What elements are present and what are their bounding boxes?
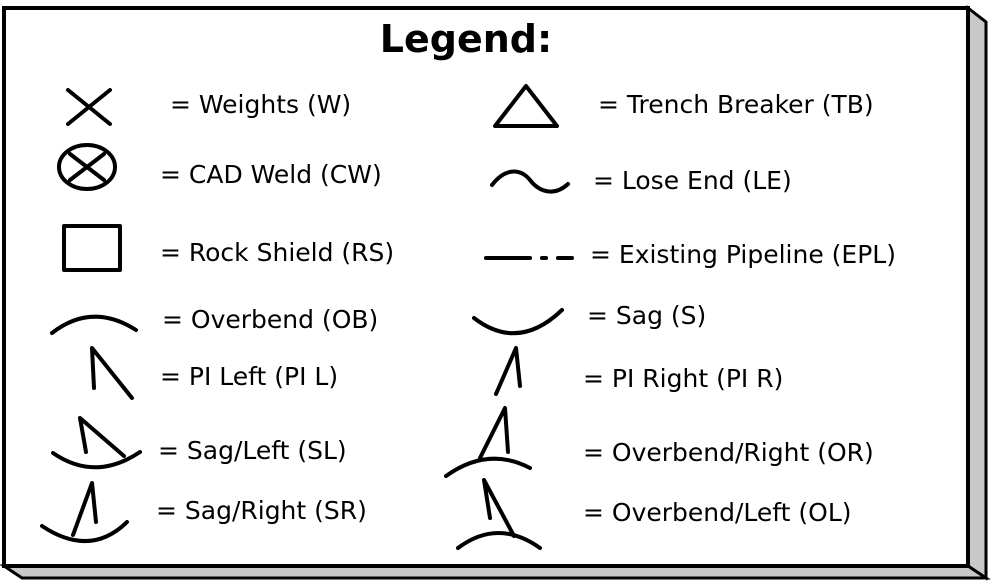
overbend-right-icon (444, 406, 532, 478)
circled-x-icon (57, 143, 117, 191)
overbend-left-icon (456, 478, 542, 550)
sag-left-icon (51, 416, 142, 470)
legend-label-overbend: = Overbend (OB) (162, 305, 379, 334)
legend-label-lose-end: = Lose End (LE) (593, 166, 792, 195)
pi-right-icon (494, 346, 522, 396)
frame-front-face (2, 6, 970, 568)
pi-left-icon (90, 346, 134, 400)
legend-label-sag-right: = Sag/Right (SR) (156, 496, 367, 525)
wave-icon (490, 169, 570, 194)
overbend-arc-icon (50, 314, 138, 335)
legend-label-sag: = Sag (S) (587, 301, 707, 330)
legend-label-pi-right: = PI Right (PI R) (583, 364, 784, 393)
legend-label-trench-breaker: = Trench Breaker (TB) (598, 90, 874, 119)
legend-label-overbend-left: = Overbend/Left (OL) (583, 498, 852, 527)
triangle-icon (493, 84, 559, 128)
rectangle-icon (62, 224, 122, 272)
legend-label-weights: = Weights (W) (170, 90, 352, 119)
legend-label-sag-left: = Sag/Left (SL) (158, 436, 347, 465)
sag-arc-icon (472, 308, 564, 336)
legend-label-cad-weld: = CAD Weld (CW) (160, 160, 382, 189)
sag-right-icon (40, 481, 129, 544)
legend-label-pi-left: = PI Left (PI L) (160, 362, 339, 391)
x-icon (66, 88, 112, 126)
legend-label-overbend-right: = Overbend/Right (OR) (583, 438, 874, 467)
legend-title: Legend: (379, 17, 553, 61)
frame-side-face (966, 4, 988, 581)
legend-label-rock-shield: = Rock Shield (RS) (160, 238, 395, 267)
legend-label-existing-pipeline: = Existing Pipeline (EPL) (590, 240, 896, 269)
